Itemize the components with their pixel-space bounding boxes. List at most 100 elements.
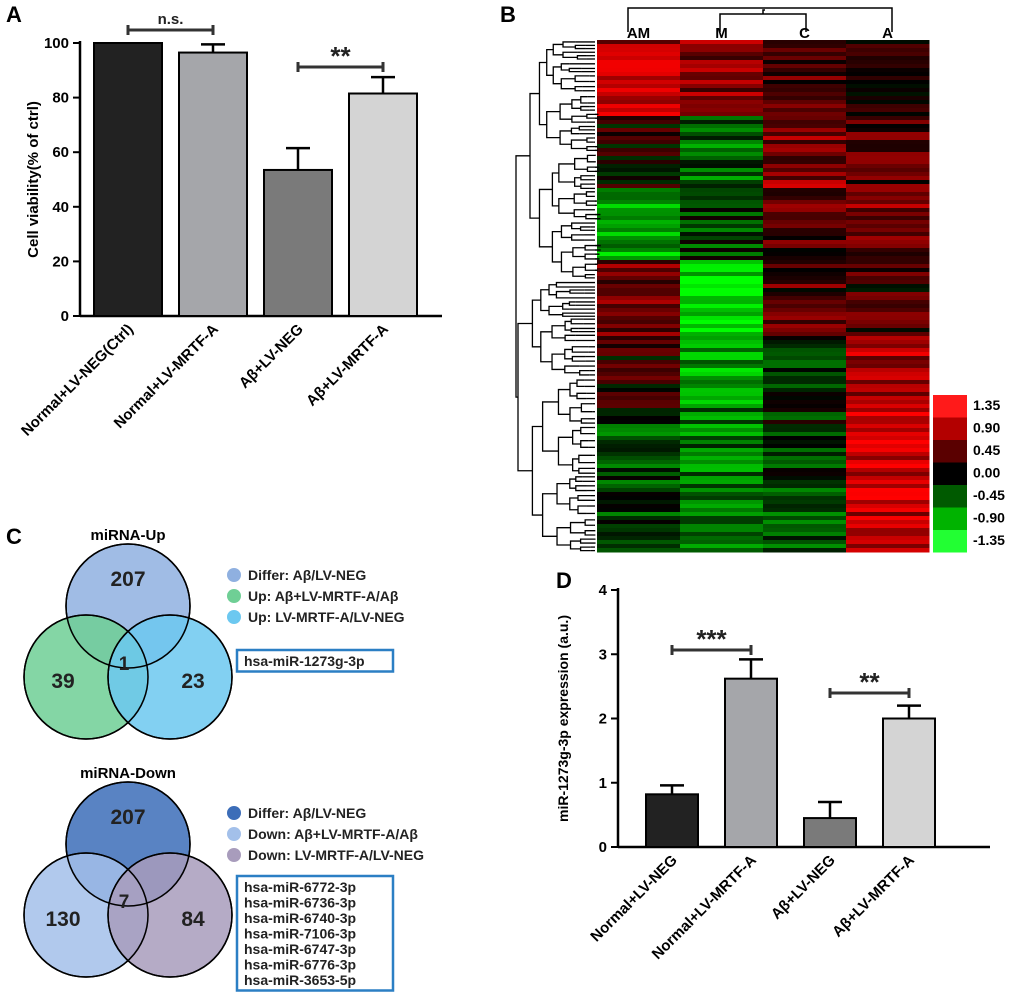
heatmap-cell [597,100,681,105]
heatmap-cell [597,156,681,161]
dendrogram-branch [531,299,541,348]
heatmap-cell [597,420,681,425]
panel-label-c: C [6,524,22,549]
dendrogram-branch [564,334,576,342]
heatmap-cell [680,388,764,393]
heatmap-cell [846,424,930,429]
panel-label-d: D [556,568,572,593]
heatmap-cell [680,516,764,521]
gene-box [235,648,395,673]
heatmap-cell [846,244,930,249]
dendrogram-branch [569,478,576,489]
dendrogram-branch [570,327,579,333]
heatmap-cell [846,544,930,549]
heatmap-cell [597,188,681,193]
heatmap-cell [597,120,681,125]
heatmap-cell [680,436,764,441]
heatmap-cell [763,452,847,457]
dendrogram-branch [576,392,587,400]
heatmap-cell [763,504,847,509]
heatmap-cell [597,432,681,437]
heatmap-cell [763,432,847,437]
dendrogram-branch [569,521,586,534]
color-scale-label: 1.35 [973,397,1000,413]
heatmap-cell [597,548,681,553]
heatmap-cell [597,468,681,473]
heatmap-cell [846,236,930,241]
heatmap-cell [763,264,847,269]
heatmap-cell [597,112,681,117]
dendrogram-branch [552,43,564,56]
dendrogram-branch [529,92,540,219]
heatmap-cell [846,324,930,329]
heatmap-cell [763,216,847,221]
heatmap-cell [763,384,847,389]
heatmap-cell [763,232,847,237]
heatmap-cell [763,364,847,369]
dendrogram-branch [580,96,588,104]
heatmap-cell [597,44,681,49]
dendrogram-branch [569,382,578,397]
color-scale-swatch [933,440,967,463]
heatmap-cell [763,56,847,61]
heatmap-cell [597,512,681,517]
heatmap-cell [846,316,930,321]
color-scale-label: -0.45 [973,487,1005,503]
heatmap-cell [846,304,930,309]
dendrogram-branch [551,172,559,207]
heatmap-cell [597,400,681,405]
heatmap-cell [680,504,764,509]
heatmap-cell [597,480,681,485]
heatmap-cell [846,344,930,349]
color-scale-label: 0.90 [973,420,1000,436]
heatmap-cell [846,468,930,473]
heatmap-cell [846,280,930,285]
heatmap-cell [846,476,930,481]
bar [724,677,778,849]
heatmap-cell [680,492,764,497]
heatmap-cell [763,340,847,345]
color-scale-swatch [933,395,967,418]
heatmap-cell [846,168,930,173]
dendrogram-branch [538,61,547,126]
dendrogram-branch [541,493,558,537]
heatmap-cell [680,512,764,517]
dendrogram-branch [555,290,570,299]
heatmap-cell [763,360,847,365]
heatmap-cell [846,260,930,265]
heatmap-cell [680,284,764,289]
venn-circle-outline [23,852,149,978]
dendrogram-branch [570,139,587,150]
dendrogram-branch [584,530,596,536]
heatmap-cell [763,356,847,361]
heatmap-cell [763,400,847,405]
dendrogram-branch [570,318,584,325]
heatmap-cell [763,308,847,313]
heatmap-cell [846,148,930,153]
heatmap-cell [846,140,930,145]
heatmap-cell [763,88,847,93]
dendrogram-branch [569,540,581,550]
heatmap-cell [846,172,930,177]
heatmap-cell [763,144,847,149]
dendrogram-branch [573,209,586,218]
heatmap-cell [763,80,847,85]
heatmap-cell [763,480,847,485]
heatmap-cell [680,60,764,65]
heatmap-cell [680,372,764,377]
heatmap-cell [597,460,681,465]
heatmap-cell [846,464,930,469]
y-axis-label: Cell viability(% of ctrl) [25,101,42,258]
heatmap-cell [763,200,847,205]
heatmap-cell [597,60,681,65]
bar [882,717,936,848]
heatmap-cell [680,144,764,149]
heatmap-cell [763,396,847,401]
venn-circle-outline [65,781,191,907]
heatmap-cell [763,344,847,349]
heatmap-cell [597,520,681,525]
heatmap-cell [846,40,930,45]
heatmap-cell [597,328,681,333]
heatmap-cell [680,540,764,545]
color-scale-label: 0.00 [973,465,1000,481]
